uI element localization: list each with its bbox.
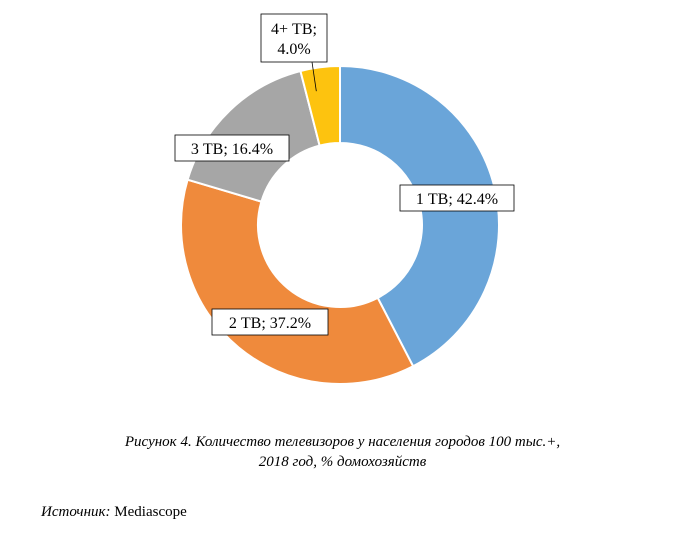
slice-label-text-1: 1 ТВ; 42.4%	[416, 191, 498, 208]
slice-label-text-4-2: 4.0%	[277, 41, 310, 58]
slice-4	[299, 64, 341, 147]
slice-1	[339, 64, 500, 368]
donut-chart: 1 ТВ; 42.4%2 ТВ; 37.2%3 ТВ; 16.4%4+ ТВ;4…	[174, 13, 515, 385]
slice-label-text-4-1: 4+ ТВ;	[271, 21, 317, 38]
source-value: Mediascope	[114, 504, 187, 520]
slice-label-box-3	[174, 134, 290, 162]
slice-label-box-1	[399, 184, 515, 212]
slice-label-3: 3 ТВ; 16.4%	[174, 134, 290, 162]
donut-slices	[180, 64, 500, 385]
slice-2	[180, 178, 415, 385]
slice-label-4: 4+ ТВ; 4.0%	[260, 13, 328, 63]
slice-labels: 1 ТВ; 42.4%2 ТВ; 37.2%3 ТВ; 16.4%4+ ТВ;4…	[174, 13, 515, 336]
slice-label-box-2	[211, 308, 329, 336]
slice-label-2: 2 ТВ; 37.2%	[211, 308, 329, 336]
figure-caption-line-1: Рисунок 4. Количество телевизоров у насе…	[124, 434, 561, 450]
figure-caption-line-2: 2018 год, % домохозяйств	[258, 454, 427, 470]
source-note: Источник: Mediascope	[41, 504, 187, 521]
slice-label-4-leader	[311, 61, 317, 92]
source-label: Источник:	[41, 504, 111, 520]
slice-label-box-4	[260, 13, 328, 63]
slice-label-text-2: 2 ТВ; 37.2%	[229, 315, 311, 332]
slice-label-text-3: 3 ТВ; 16.4%	[191, 141, 273, 158]
slice-label-1: 1 ТВ; 42.4%	[399, 184, 515, 212]
